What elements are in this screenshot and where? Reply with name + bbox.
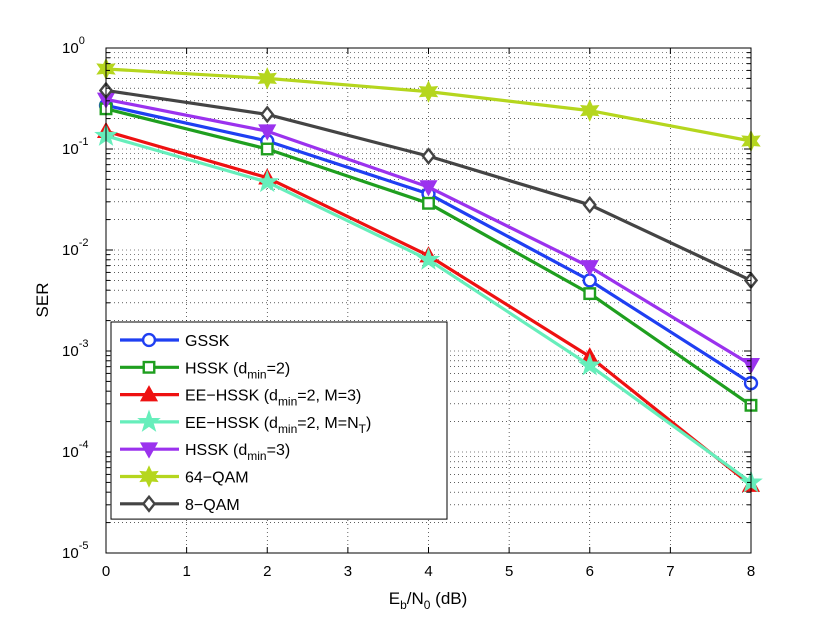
data-point [142, 360, 156, 374]
y-axis-label: SER [33, 283, 52, 318]
data-point [255, 169, 280, 193]
legend-entry: GSSK [120, 332, 230, 350]
y-tick-label: 10-5 [62, 540, 88, 562]
legend-label: EE−HSSK (dmin=2, M=NT) [185, 415, 371, 436]
legend-entry: HSSK (dmin=3) [120, 442, 290, 463]
series-5 [96, 92, 761, 375]
data-point [141, 332, 157, 348]
data-point [580, 99, 600, 122]
y-tick-label: 10-4 [62, 439, 88, 461]
legend: GSSK HSSK (dmin=2) EE−HSSK (dmin=2, M=3) EE… [110, 321, 448, 520]
data-point [583, 287, 597, 301]
x-tick-label: 5 [505, 563, 513, 580]
data-point [419, 180, 438, 197]
x-tick-label: 6 [586, 563, 594, 580]
x-tick-label: 0 [102, 563, 110, 580]
y-tick-label: 10-1 [62, 136, 88, 158]
data-point [416, 247, 441, 270]
x-tick-label: 1 [182, 563, 190, 580]
x-tick-label: 2 [263, 563, 271, 580]
data-point [139, 385, 159, 402]
data-point [577, 353, 602, 376]
data-point [580, 260, 599, 277]
y-tick-label: 10-2 [62, 237, 88, 259]
data-point [260, 105, 275, 124]
x-axis-label: Eb/N0 (dB) [389, 589, 468, 612]
data-point [260, 142, 274, 156]
legend-label: 64−QAM [185, 470, 249, 487]
legend-label: HSSK (dmin=2) [185, 360, 290, 381]
legend-entry: EE−HSSK (dmin=2, M=NT) [120, 409, 371, 436]
legend-entry: HSSK (dmin=2) [120, 360, 290, 381]
legend-label: 8−QAM [185, 497, 240, 514]
legend-entry: 8−QAM [120, 494, 240, 514]
axis-labels: Eb/N0 (dB) SER [33, 283, 467, 612]
data-point [139, 442, 159, 459]
data-point [141, 494, 157, 513]
legend-entry: EE−HSSK (dmin=2, M=3) [120, 385, 361, 409]
legend-label: HSSK (dmin=3) [185, 442, 290, 463]
x-tick-label: 7 [666, 563, 674, 580]
y-tick-label: 10-3 [62, 338, 88, 360]
data-point [137, 409, 161, 432]
x-tick-label: 4 [424, 563, 432, 580]
x-tick-label: 3 [344, 563, 352, 580]
data-point [258, 124, 277, 141]
data-point [257, 67, 277, 90]
data-point [139, 465, 159, 488]
data-point [421, 147, 436, 166]
data-point [422, 196, 435, 210]
axis-ticks: 0 1 2 3 4 5 6 7 8 100 10-1 10-2 10-3 10-4 10-5 [62, 35, 755, 580]
y-tick-label: 100 [62, 35, 85, 57]
data-point [418, 80, 439, 103]
legend-label: EE−HSSK (dmin=2, M=3) [185, 388, 361, 409]
legend-label: GSSK [185, 333, 230, 350]
x-tick-label: 8 [747, 563, 755, 580]
legend-entry: 64−QAM [120, 465, 249, 488]
data-point [582, 195, 597, 214]
